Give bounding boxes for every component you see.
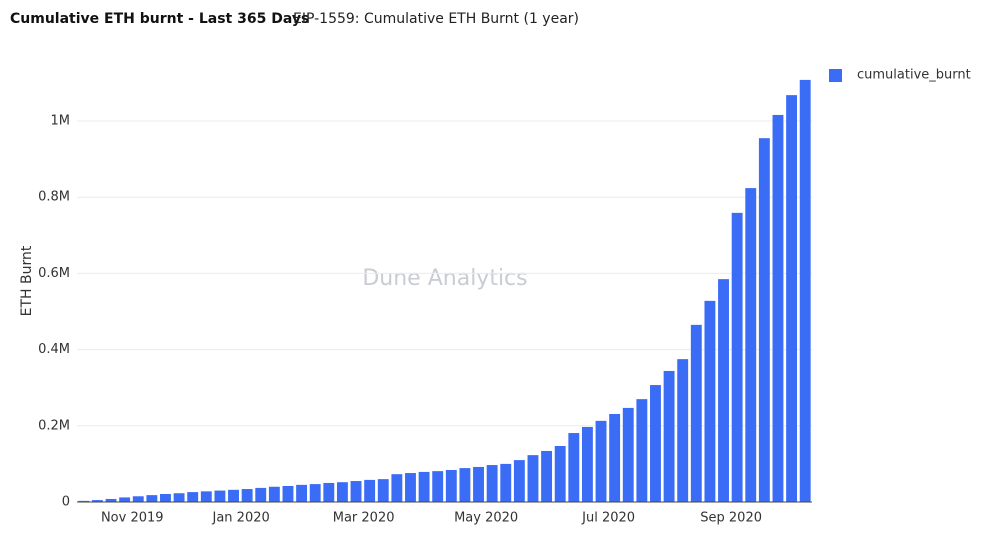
bar [650, 385, 661, 502]
chart-title: Cumulative ETH burnt - Last 365 Days [10, 11, 309, 27]
bar [309, 484, 321, 502]
x-tick-label: Sep 2020 [700, 511, 762, 526]
bar [459, 468, 471, 502]
y-tick-label: 1M [51, 114, 71, 129]
bar [377, 479, 389, 502]
bar [636, 399, 648, 502]
y-tick-label: 0.6M [38, 266, 70, 281]
bar [119, 497, 131, 502]
bar [718, 279, 729, 502]
watermark: Dune Analytics [362, 266, 527, 291]
bar [513, 460, 525, 502]
bar [622, 407, 634, 502]
bar [146, 495, 158, 502]
y-axis-label: ETH Burnt [19, 245, 35, 316]
y-tick-label: 0 [62, 495, 70, 510]
x-tick-label: Mar 2020 [333, 511, 395, 526]
bar [799, 79, 811, 503]
bar [228, 489, 239, 502]
bar [391, 474, 403, 502]
bar [473, 466, 484, 502]
bar [568, 433, 580, 502]
bar [268, 486, 280, 502]
bar [282, 486, 294, 502]
bar [786, 95, 798, 503]
bar [241, 489, 253, 502]
bar [214, 490, 226, 502]
bar [418, 471, 430, 502]
x-tick-label: May 2020 [454, 511, 518, 526]
bar [255, 487, 267, 502]
bar [445, 470, 457, 502]
bar [364, 479, 376, 502]
bar [173, 493, 185, 502]
bar [405, 473, 416, 502]
bar [500, 463, 512, 502]
bar [690, 324, 702, 502]
bar [323, 482, 335, 502]
y-tick-label: 0.2M [38, 418, 70, 433]
bar [677, 359, 689, 502]
bar [200, 491, 212, 502]
bar [663, 370, 675, 502]
bar [745, 188, 757, 502]
bar [581, 426, 593, 502]
bar [91, 500, 103, 502]
x-tick-label: Jul 2020 [581, 511, 635, 526]
bar [554, 446, 566, 502]
bar [296, 484, 308, 502]
y-tick-label: 0.8M [38, 190, 70, 205]
bar [350, 481, 362, 502]
bar [527, 455, 539, 502]
x-tick-label: Nov 2019 [101, 511, 164, 526]
y-tick-label: 0.4M [38, 342, 70, 357]
bar [187, 492, 199, 502]
bar [595, 420, 607, 502]
x-tick-label: Jan 2020 [212, 511, 270, 526]
bar [78, 500, 90, 502]
bar [772, 114, 784, 502]
bar [541, 450, 553, 502]
bar [609, 414, 621, 502]
legend-swatch [829, 69, 842, 82]
bar [336, 482, 348, 502]
bar [731, 212, 743, 502]
chart-subtitle: EIP-1559: Cumulative ETH Burnt (1 year) [293, 11, 579, 27]
bar [132, 496, 144, 502]
bar [432, 471, 444, 502]
bar [758, 138, 770, 502]
bar [160, 494, 171, 502]
legend-label: cumulative_burnt [857, 68, 971, 83]
bar [704, 300, 716, 502]
bar [105, 498, 117, 502]
bar [486, 465, 498, 502]
